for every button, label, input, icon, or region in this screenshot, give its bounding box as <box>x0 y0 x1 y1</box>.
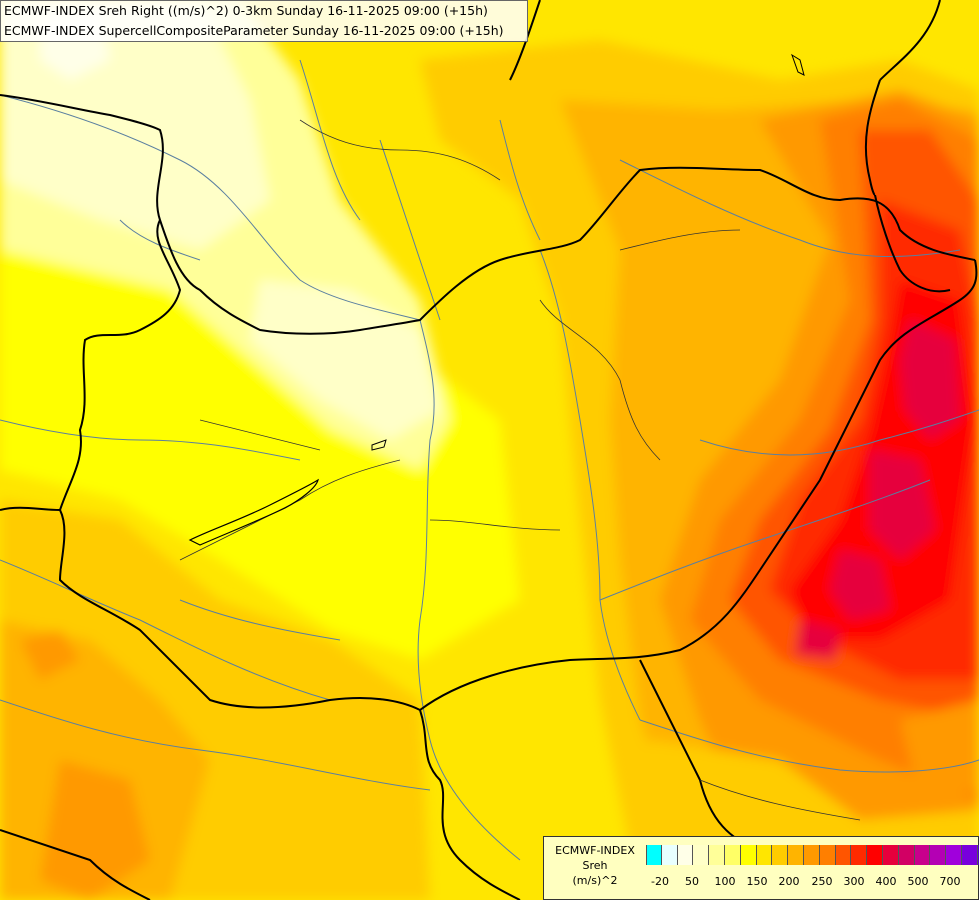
lake-small-2 <box>791 53 805 76</box>
legend-swatch <box>914 845 931 865</box>
legend-swatch <box>661 845 678 865</box>
legend-swatch <box>882 845 899 865</box>
legend-swatch <box>709 845 725 865</box>
legend-tick-label: -20 <box>651 875 669 888</box>
legend-tick-label: 150 <box>746 875 768 888</box>
legend-swatch <box>961 845 978 865</box>
legend-swatch <box>803 845 820 865</box>
rivers <box>0 59 979 861</box>
map-title-box: ECMWF-INDEX Sreh Right ((m/s)^2) 0-3km S… <box>0 0 528 42</box>
lake-small <box>371 439 387 451</box>
legend-swatch <box>646 845 662 865</box>
legend-swatches <box>646 845 979 865</box>
legend-swatch <box>756 845 773 865</box>
legend-ticks: -20 50 100 150 200 250 300 400 500 700 <box>646 875 976 891</box>
legend-tick-label: 250 <box>811 875 833 888</box>
legend-unit: (m/s)^2 <box>572 874 618 887</box>
legend-tick-label: 500 <box>907 875 929 888</box>
legend-source: ECMWF-INDEX <box>555 844 635 857</box>
legend-swatch <box>977 845 979 865</box>
legend-swatch <box>677 845 694 865</box>
title-line-sreh: ECMWF-INDEX Sreh Right ((m/s)^2) 0-3km S… <box>4 3 488 18</box>
legend-tick-label: 400 <box>875 875 897 888</box>
legend-swatch <box>724 845 741 865</box>
legend-swatch <box>898 845 915 865</box>
legend-tick-label: 200 <box>778 875 800 888</box>
color-legend: ECMWF-INDEX Sreh (m/s)^2 -20 50 100 150 200 2… <box>543 836 979 900</box>
legend-tick-label: 300 <box>843 875 865 888</box>
region-borders <box>179 119 861 821</box>
legend-swatch <box>693 845 710 865</box>
legend-parameter: Sreh <box>582 859 608 872</box>
legend-swatch <box>788 845 804 865</box>
legend-swatch <box>772 845 789 865</box>
legend-swatch <box>851 845 868 865</box>
title-line-scp: ECMWF-INDEX SupercellCompositeParameter … <box>4 23 504 38</box>
lake-balaton <box>188 478 319 546</box>
legend-swatch <box>835 845 852 865</box>
legend-swatch <box>867 845 883 865</box>
legend-swatch <box>740 845 757 865</box>
legend-tick-label: 100 <box>714 875 736 888</box>
legend-swatch <box>819 845 836 865</box>
legend-label: ECMWF-INDEX Sreh (m/s)^2 <box>544 843 646 888</box>
legend-swatch <box>930 845 947 865</box>
legend-swatch <box>946 845 962 865</box>
legend-tick-label: 50 <box>685 875 699 888</box>
legend-tick-label: 700 <box>939 875 961 888</box>
